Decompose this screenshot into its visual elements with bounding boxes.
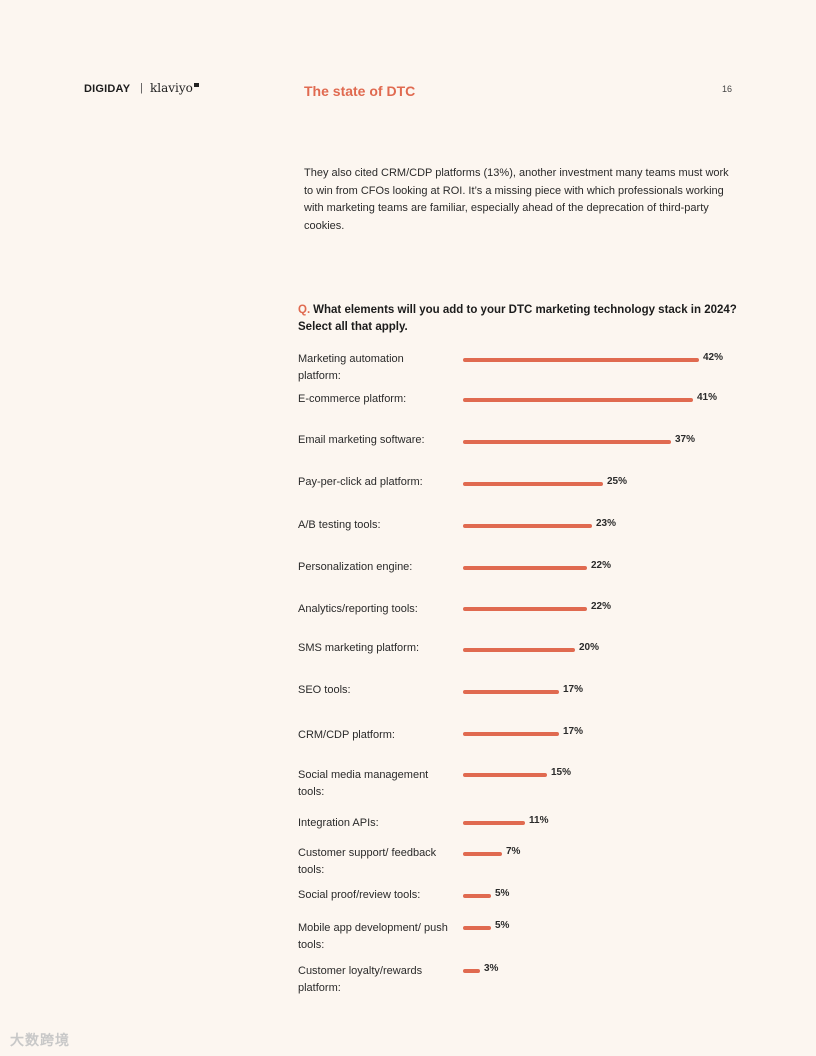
bar-label: SMS marketing platform: [298,642,420,654]
bar-label: Analytics/reporting tools: [298,603,418,615]
bar-label: Marketing automation platform: [298,353,404,382]
klaviyo-logo: klaviyo [150,81,199,95]
bar-label: Pay-per-click ad platform: [298,476,423,488]
bar [463,894,491,898]
bar-value-label: 22% [591,601,612,612]
bar [463,358,699,362]
page-number: 16 [722,84,733,94]
bar [463,732,559,736]
bar-value-label: 22% [591,560,612,571]
watermark: 大数跨境 [10,1032,70,1048]
bar [463,926,491,930]
bar-value-label: 3% [484,963,499,974]
bar-value-label: 41% [697,392,718,403]
chart-question: Q. What elements will you add to your DTC… [298,302,738,336]
bar [463,969,480,973]
section-title: The state of DTC [304,83,416,99]
bar [463,398,693,402]
bar [463,524,592,528]
bar-label: Social proof/review tools: [298,889,421,901]
bar [463,566,587,570]
bar-label: Social media management tools: [298,769,429,798]
bar-label: CRM/CDP platform: [298,729,395,741]
bar [463,482,603,486]
bar-value-label: 25% [607,476,628,487]
bar-value-label: 17% [563,684,584,695]
body-paragraph: They also cited CRM/CDP platforms (13%),… [304,167,729,232]
klaviyo-logo-text: klaviyo [150,81,193,95]
bar-label: A/B testing tools: [298,519,381,531]
bar-value-label: 5% [495,920,510,931]
bar [463,821,525,825]
bar-value-label: 15% [551,767,572,778]
bar-value-label: 37% [675,434,696,445]
bar-label: SEO tools: [298,684,351,696]
bar-value-label: 7% [506,846,521,857]
bar-label: E-commerce platform: [298,393,407,405]
bar-label: Customer loyalty/rewards platform: [298,965,423,994]
question-text: What elements will you add to your DTC m… [298,304,737,333]
bar [463,690,559,694]
bar-value-label: 17% [563,726,584,737]
question-prefix: Q. [298,304,311,316]
bar-value-label: 42% [703,352,724,363]
bar-value-label: 23% [596,518,617,529]
bar [463,648,575,652]
bar-value-label: 5% [495,888,510,899]
bar-label: Mobile app development/ push tools: [298,922,448,951]
bar-value-label: 11% [529,815,549,826]
digiday-logo: DIGIDAY [84,83,131,95]
klaviyo-flag-icon [193,83,199,87]
bar-label: Integration APIs: [298,817,379,829]
bar [463,440,671,444]
bar-value-label: 20% [579,642,600,653]
bar-label: Email marketing software: [298,434,425,446]
bar [463,607,587,611]
bar [463,773,547,777]
bar [463,852,502,856]
brand-separator: | [140,82,143,94]
bar-label: Personalization engine: [298,561,413,573]
bar-label: Customer support/ feedback tools: [298,847,437,876]
